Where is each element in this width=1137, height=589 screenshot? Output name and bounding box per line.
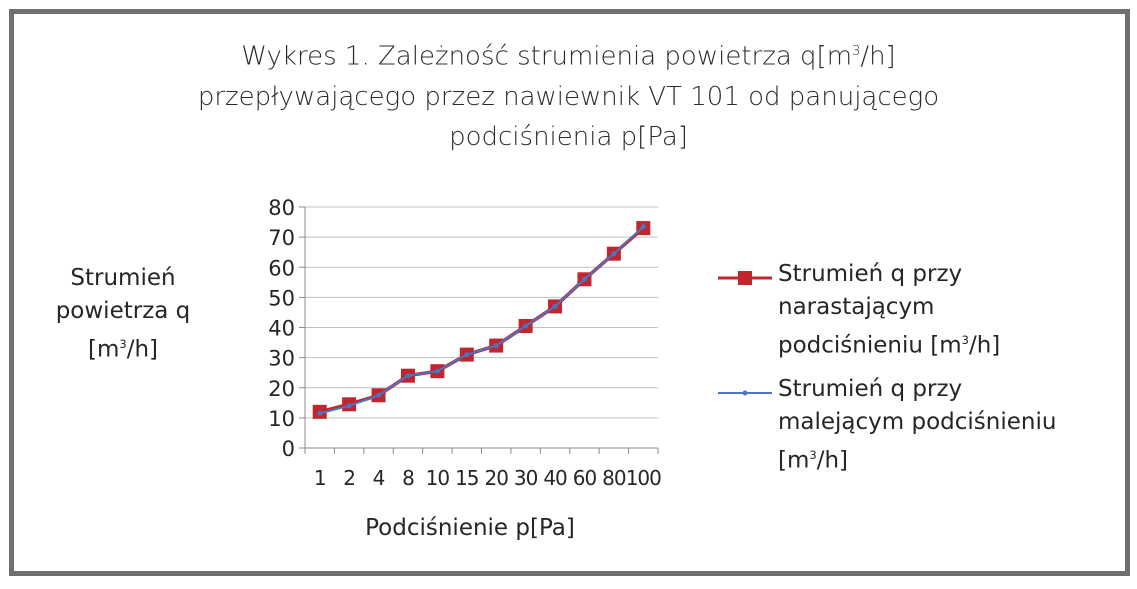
legend-label-line-2: narastającym: [778, 294, 935, 320]
y-axis-label: Strumień powietrza q [m3/h]: [48, 262, 198, 367]
x-tick-label: 10: [426, 466, 450, 490]
title-line-2: przepływającego przez nawiewnik VT 101 o…: [197, 81, 940, 112]
x-tick-label: 30: [514, 466, 538, 490]
legend-unit-pre: podciśnieniu [m: [778, 332, 962, 359]
y-tick-label: 80: [268, 196, 295, 220]
y-tick-label: 0: [282, 437, 295, 461]
y-tick-label: 70: [268, 226, 295, 250]
legend-label-line-2: malejącym podciśnieniu: [778, 408, 1057, 435]
legend-unit-pre: [m: [778, 447, 810, 474]
y-tick-label: 50: [268, 286, 295, 310]
series-decreasing-point: [376, 392, 382, 398]
x-tick-label: 8: [402, 466, 414, 490]
y-tick-label: 30: [268, 347, 295, 371]
series-decreasing-point: [493, 343, 499, 349]
series-decreasing-point: [523, 323, 529, 329]
legend-unit-post: /h]: [968, 332, 1001, 359]
y-axis-label-superscript: 3: [119, 337, 127, 351]
y-tick-label: 40: [268, 317, 295, 341]
series-decreasing-point: [640, 224, 646, 230]
series-increasing-line: [319, 226, 645, 414]
x-tick-label: 80: [602, 466, 626, 490]
y-tick-label: 20: [268, 377, 295, 401]
series-group: [312, 221, 651, 419]
y-axis-label-unit-post: /h]: [126, 336, 159, 363]
title-superscript: 3: [852, 44, 861, 59]
axes: [299, 206, 659, 454]
legend-label-increasing: Strumień q przy narastającym podciśnieni…: [778, 258, 1108, 363]
legend: Strumień q przy narastającym podciśnieni…: [716, 258, 1116, 487]
legend-superscript: 3: [961, 333, 969, 347]
legend-label-line-1: Strumień q przy: [778, 375, 963, 402]
title-line-1: Wykres 1. Zależność strumienia powietrza…: [0, 32, 1137, 77]
title-text-end: /h]: [860, 41, 896, 72]
legend-symbol-dot: [718, 390, 772, 396]
x-axis-label: Podciśnienie p[Pa]: [365, 515, 575, 541]
x-tick-label: 15: [455, 466, 478, 490]
series-decreasing-point: [317, 410, 323, 416]
series-decreasing-point: [434, 368, 440, 374]
y-axis-label-line-3: [m3/h]: [48, 328, 198, 367]
legend-unit-post: /h]: [816, 447, 849, 474]
title-line-3: podciśnienia p[Pa]: [449, 121, 688, 152]
series-decreasing-line: [319, 225, 644, 415]
x-tick-label: 2: [343, 466, 355, 490]
legend-label-line-3: podciśnieniu [m3/h]: [778, 324, 1108, 363]
y-tick-label: 60: [268, 256, 295, 280]
gridlines: [305, 206, 658, 419]
y-tick-label: 10: [268, 407, 295, 431]
legend-label-line-3: [m3/h]: [778, 439, 1108, 478]
legend-label-line-1: Strumień q przy: [778, 261, 963, 287]
legend-label-decreasing: Strumień q przy malejącym podciśnieniu […: [778, 373, 1108, 478]
legend-symbol-square: [718, 271, 772, 285]
x-tick-label: 20: [484, 466, 508, 490]
y-axis-label-line-2: powietrza q: [55, 298, 191, 324]
x-tick-label: 4: [373, 466, 385, 490]
y-axis-label-unit-pre: [m: [87, 336, 120, 363]
series-decreasing-point: [552, 303, 558, 309]
x-tick-label: 100: [626, 466, 661, 490]
series-decreasing-point: [346, 403, 352, 409]
x-tick-label: 40: [543, 466, 567, 490]
series-decreasing-point: [405, 373, 411, 379]
series-decreasing-point: [581, 276, 587, 282]
y-axis-label-line-1: Strumień: [70, 265, 176, 291]
x-tick-label: 1: [314, 466, 326, 490]
chart-title: Wykres 1. Zależność strumienia powietrza…: [0, 32, 1137, 157]
series-decreasing-point: [611, 251, 617, 257]
legend-item-decreasing: Strumień q przy malejącym podciśnieniu […: [716, 373, 1116, 478]
legend-item-increasing: Strumień q przy narastającym podciśnieni…: [716, 258, 1116, 363]
x-tick-label: 60: [573, 466, 597, 490]
title-text: Wykres 1. Zależność strumienia powietrza…: [241, 41, 853, 72]
legend-superscript: 3: [809, 447, 817, 462]
series-decreasing-point: [464, 352, 470, 358]
